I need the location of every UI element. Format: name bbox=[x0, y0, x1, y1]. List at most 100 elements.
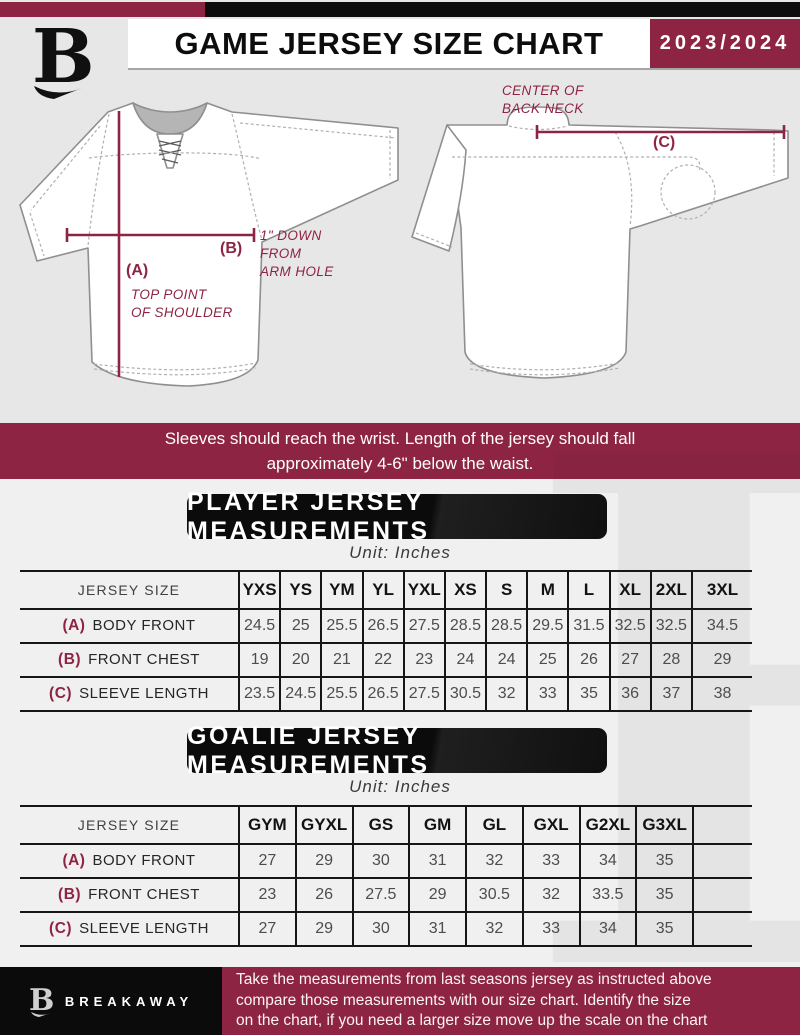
measurement-cell: 27 bbox=[238, 843, 296, 879]
measurement-row-key: (C) bbox=[49, 685, 73, 702]
size-column-header: 2XL bbox=[649, 570, 692, 610]
measurement-cell: 25.5 bbox=[320, 676, 363, 712]
footer-brand-block: B BREAKAWAY bbox=[0, 967, 222, 1035]
measurement-row-name: FRONT CHEST bbox=[88, 886, 200, 903]
measurement-row-label: (B) FRONT CHEST bbox=[20, 877, 239, 913]
measurement-cell: 19 bbox=[237, 642, 281, 678]
measurement-cell: 23 bbox=[238, 877, 296, 913]
measurement-row: (C) SLEEVE LENGTH 23.5 24.5 25.5 26.5 27.5 30.5… bbox=[20, 676, 752, 712]
measurement-cell: 21 bbox=[320, 642, 363, 678]
measurement-row-name: FRONT CHEST bbox=[88, 651, 200, 668]
size-column-header: XL bbox=[608, 570, 651, 610]
size-column-header: GS bbox=[351, 805, 410, 845]
goalie-measurements-table: JERSEY SIZE GYM GYXL GS GM GL GXL G2XL G3XL (A) BO… bbox=[20, 805, 752, 947]
size-column-header: YXL bbox=[402, 570, 445, 610]
measurement-cell: 27.5 bbox=[402, 608, 445, 644]
player-measurements-table: JERSEY SIZE YXS YS YM YL YXL XS S M L XL 2XL 3XL (A) B… bbox=[20, 570, 752, 712]
page-title-band: GAME JERSEY SIZE CHART bbox=[128, 19, 650, 68]
measurement-cell: 24.5 bbox=[279, 676, 322, 712]
jersey-diagrams bbox=[19, 102, 789, 387]
measurement-cell: 30 bbox=[351, 843, 410, 879]
size-column-header: GXL bbox=[521, 805, 580, 845]
measurement-cell: 29 bbox=[294, 843, 353, 879]
measurement-cell: 33.5 bbox=[578, 877, 637, 913]
size-column-header: GYXL bbox=[294, 805, 353, 845]
measurement-cell: 32 bbox=[465, 911, 523, 947]
measurement-cell: 20 bbox=[279, 642, 322, 678]
size-column-header: GM bbox=[408, 805, 466, 845]
footer-brand-name: BREAKAWAY bbox=[64, 993, 194, 1009]
measurement-cell: 32 bbox=[521, 877, 580, 913]
label-b-note: 1" DOWN FROM ARM HOLE bbox=[260, 228, 334, 279]
measurement-cell: 26.5 bbox=[361, 676, 404, 712]
measurement-cell: 29 bbox=[691, 642, 752, 678]
empty-cell bbox=[692, 843, 752, 879]
goalie-section-title: GOALIE JERSEY MEASUREMENTS bbox=[187, 722, 607, 779]
page-title: GAME JERSEY SIZE CHART bbox=[174, 25, 604, 61]
measurement-cell: 26.5 bbox=[361, 608, 404, 644]
fit-notice-banner: Sleeves should reach the wrist. Length o… bbox=[0, 423, 800, 479]
measurement-cell: 24.5 bbox=[237, 608, 281, 644]
measurement-cell: 24 bbox=[443, 642, 487, 678]
measurement-cell: 27.5 bbox=[402, 676, 445, 712]
label-a-note: TOP POINT OF SHOULDER bbox=[131, 287, 233, 320]
label-b-key: (B) bbox=[220, 240, 243, 257]
breakaway-logo-icon: B bbox=[24, 14, 104, 104]
jersey-front-diagram bbox=[19, 102, 399, 387]
empty-cell bbox=[692, 877, 752, 913]
top-strip-black bbox=[205, 2, 800, 17]
measurement-row: (B) FRONT CHEST 23 26 27.5 29 30.5 32 33.5 35 bbox=[20, 877, 752, 913]
goalie-unit-label: Unit: Inches bbox=[349, 777, 451, 796]
size-column-header: L bbox=[567, 570, 610, 610]
measurement-cell: 32 bbox=[485, 676, 528, 712]
measurement-row: (C) SLEEVE LENGTH 27 29 30 31 32 33 34 35 bbox=[20, 911, 752, 947]
measurement-cell: 35 bbox=[635, 843, 693, 879]
measurement-row-key: (B) bbox=[58, 886, 82, 903]
measurement-cell: 24 bbox=[485, 642, 528, 678]
measurement-cell: 29.5 bbox=[526, 608, 569, 644]
svg-text:B: B bbox=[29, 984, 54, 1018]
measurement-row-label: (C) SLEEVE LENGTH bbox=[20, 911, 239, 947]
empty-column-header bbox=[692, 805, 752, 845]
measurement-row-label: (A) BODY FRONT bbox=[20, 608, 239, 644]
size-column-header: YL bbox=[361, 570, 404, 610]
size-header-row: JERSEY SIZE GYM GYXL GS GM GL GXL G2XL G3XL bbox=[20, 805, 752, 845]
measurement-cell: 27 bbox=[238, 911, 296, 947]
size-column-header: YM bbox=[320, 570, 363, 610]
measurement-lines bbox=[65, 111, 786, 377]
measurement-cell: 30 bbox=[351, 911, 410, 947]
measurement-cell: 27 bbox=[608, 642, 651, 678]
measurement-cell: 26 bbox=[567, 642, 610, 678]
measurement-cell: 29 bbox=[408, 877, 466, 913]
measurement-row-label: (B) FRONT CHEST bbox=[20, 642, 239, 678]
size-column-header: G3XL bbox=[635, 805, 693, 845]
measurement-cell: 27.5 bbox=[351, 877, 410, 913]
measurement-cell: 25.5 bbox=[320, 608, 363, 644]
measurement-cell: 33 bbox=[521, 911, 580, 947]
measurement-cell: 32 bbox=[465, 843, 523, 879]
measurement-cell: 36 bbox=[608, 676, 651, 712]
breakaway-footer-logo-icon: B bbox=[29, 984, 54, 1018]
footer-instructions: Take the measurements from last seasons … bbox=[222, 967, 800, 1035]
player-unit-label: Unit: Inches bbox=[349, 543, 451, 562]
size-column-header: M bbox=[526, 570, 569, 610]
measurement-row-name: SLEEVE LENGTH bbox=[79, 685, 209, 702]
label-c-note: CENTER OF BACK NECK bbox=[502, 83, 584, 116]
measurement-row-label: (C) SLEEVE LENGTH bbox=[20, 676, 239, 712]
svg-text:B: B bbox=[32, 20, 95, 100]
measurement-row-key: (B) bbox=[58, 651, 82, 668]
measurement-cell: 26 bbox=[294, 877, 353, 913]
measurement-cell: 23.5 bbox=[237, 676, 281, 712]
back-seam-stitches bbox=[415, 125, 775, 376]
measurement-cell: 31 bbox=[408, 911, 466, 947]
size-column-header: YS bbox=[279, 570, 322, 610]
measurement-row-label: (A) BODY FRONT bbox=[20, 843, 239, 879]
size-column-header: 3XL bbox=[691, 570, 752, 610]
measurement-cell: 34 bbox=[578, 911, 637, 947]
measurement-cell: 28.5 bbox=[485, 608, 528, 644]
season-badge: 2023/2024 bbox=[650, 19, 800, 68]
measurement-row-name: SLEEVE LENGTH bbox=[79, 920, 209, 937]
empty-cell bbox=[692, 911, 752, 947]
measurement-cell: 28 bbox=[649, 642, 692, 678]
measurement-cell: 31.5 bbox=[567, 608, 610, 644]
